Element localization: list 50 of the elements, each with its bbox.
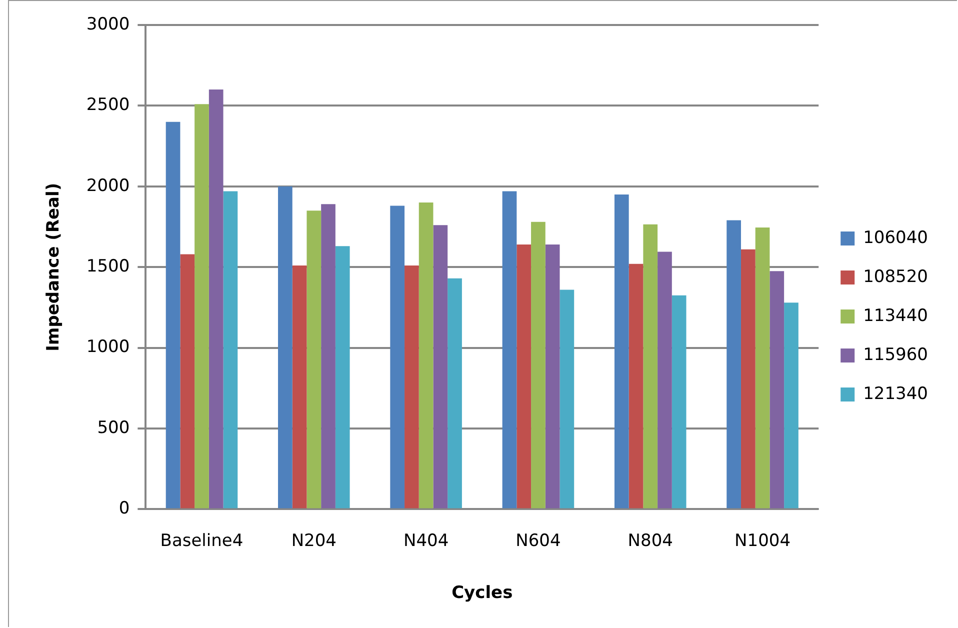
bar	[502, 191, 517, 508]
bar	[545, 244, 560, 508]
y-tick-label: 1000	[86, 337, 130, 358]
legend-label: 113440	[863, 306, 928, 326]
legend-label: 121340	[863, 384, 928, 404]
y-tick-label: 2500	[86, 95, 130, 116]
bar	[418, 202, 434, 508]
bar	[531, 222, 546, 508]
bar	[223, 191, 238, 508]
y-tick-label: 0	[118, 498, 130, 519]
bar	[180, 254, 195, 508]
bar	[726, 220, 741, 508]
x-tick-label: N804	[628, 530, 673, 551]
x-tick-label: N604	[516, 530, 561, 551]
bar	[516, 244, 532, 508]
bar	[755, 228, 770, 508]
bar	[278, 186, 292, 508]
legend-label: 115960	[863, 344, 928, 365]
bar	[166, 122, 180, 508]
bar	[614, 194, 629, 508]
x-tick-label: N404	[403, 530, 449, 551]
bar	[404, 265, 419, 508]
bar	[390, 206, 405, 508]
y-tick-label: 2000	[86, 176, 130, 196]
y-tick-label: 1500	[86, 256, 130, 277]
x-tick-label: N204	[291, 530, 336, 551]
legend-label: 106040	[863, 228, 928, 248]
bar	[335, 246, 350, 508]
bar	[770, 271, 784, 508]
x-tick-label: N1004	[734, 530, 791, 551]
bar	[560, 290, 574, 508]
y-axis-title: Impedance (Real)	[44, 182, 64, 352]
bar	[658, 252, 672, 508]
bar	[194, 104, 209, 508]
legend-label: 108520	[863, 266, 928, 287]
y-tick-label: 3000	[86, 14, 130, 34]
bar	[433, 225, 448, 508]
bar	[784, 302, 798, 508]
bar	[321, 204, 336, 508]
bar	[448, 278, 462, 508]
bar	[306, 210, 322, 508]
bar	[628, 264, 644, 508]
bar	[740, 249, 756, 508]
x-tick-label: Baseline4	[160, 530, 244, 551]
bar	[672, 295, 686, 508]
x-axis-title: Cycles	[452, 583, 513, 604]
bar	[292, 265, 307, 508]
bar	[208, 90, 224, 508]
bar	[643, 224, 658, 508]
y-tick-label: 500	[97, 418, 130, 438]
